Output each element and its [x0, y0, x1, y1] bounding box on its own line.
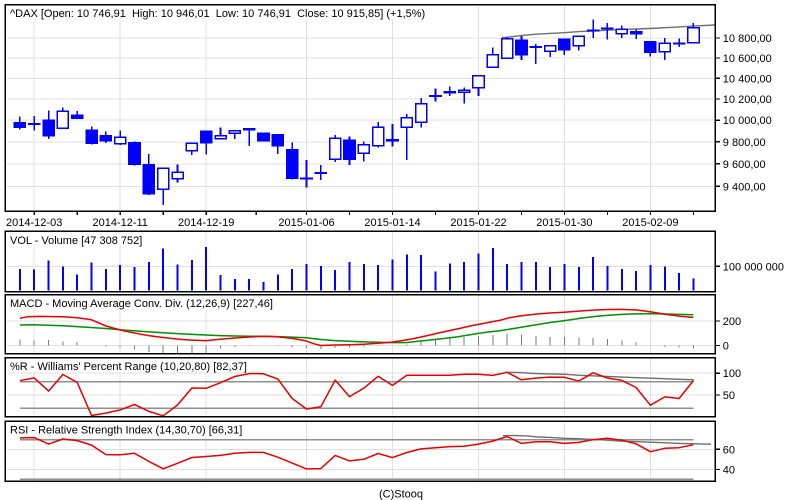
svg-text:9 600,00: 9 600,00	[723, 159, 766, 171]
svg-text:(C)Stooq: (C)Stooq	[379, 488, 423, 500]
svg-text:RSI - Relative Strength Index: RSI - Relative Strength Index (14,30,70)…	[10, 425, 242, 437]
svg-text:MACD - Moving Average Conv. Di: MACD - Moving Average Conv. Div. (12,26,…	[10, 298, 273, 310]
svg-text:10 200,00: 10 200,00	[723, 94, 772, 106]
svg-text:%R - Williams' Percent Range (: %R - Williams' Percent Range (10,20,80) …	[10, 361, 247, 373]
svg-text:50: 50	[723, 390, 735, 402]
svg-text:10 600,00: 10 600,00	[723, 53, 772, 65]
svg-text:100 000 000: 100 000 000	[723, 261, 784, 273]
svg-text:2014-12-11: 2014-12-11	[92, 217, 147, 229]
svg-text:2015-02-09: 2015-02-09	[622, 217, 678, 229]
svg-text:2015-01-22: 2015-01-22	[450, 217, 506, 229]
svg-text:9 400,00: 9 400,00	[723, 181, 766, 193]
svg-text:0: 0	[723, 340, 729, 352]
svg-text:40: 40	[723, 464, 735, 476]
svg-text:10 000,00: 10 000,00	[723, 115, 772, 127]
svg-text:VOL - Volume [47 308 752]: VOL - Volume [47 308 752]	[10, 235, 142, 247]
svg-text:200: 200	[723, 316, 741, 328]
svg-text:^DAX [Open: 10 746,91 High: 1: ^DAX [Open: 10 746,91 High: 10 946,01 Lo…	[10, 8, 425, 20]
svg-text:60: 60	[723, 444, 735, 456]
svg-text:2015-01-06: 2015-01-06	[278, 217, 334, 229]
svg-text:2014-12-19: 2014-12-19	[178, 217, 234, 229]
svg-text:2015-01-14: 2015-01-14	[364, 217, 420, 229]
svg-text:10 400,00: 10 400,00	[723, 73, 772, 85]
svg-text:9 800,00: 9 800,00	[723, 137, 766, 149]
svg-text:10 800,00: 10 800,00	[723, 33, 772, 45]
svg-text:100: 100	[723, 368, 741, 380]
svg-text:2015-01-30: 2015-01-30	[536, 217, 592, 229]
svg-text:2014-12-03: 2014-12-03	[6, 217, 62, 229]
